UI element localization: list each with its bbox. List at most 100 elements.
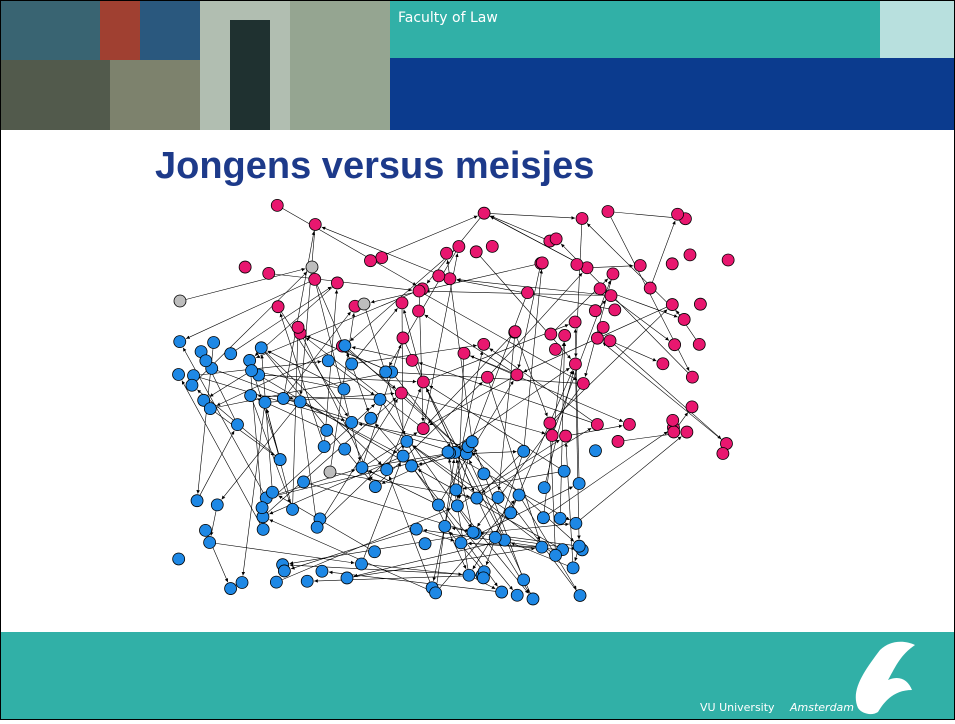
- node: [470, 246, 482, 258]
- university-name: VU University: [700, 701, 775, 714]
- slide: Faculty of Law Jongens versus meisjes VU…: [0, 0, 955, 720]
- node: [560, 430, 572, 442]
- node: [396, 297, 408, 309]
- node: [316, 565, 328, 577]
- node: [294, 396, 306, 408]
- node: [272, 301, 284, 313]
- node: [668, 426, 680, 438]
- node: [455, 537, 467, 549]
- node: [667, 414, 679, 426]
- node: [518, 445, 530, 457]
- node: [672, 208, 684, 220]
- node: [471, 492, 483, 504]
- node: [231, 419, 243, 431]
- node: [173, 553, 185, 565]
- node: [406, 354, 418, 366]
- node: [558, 465, 570, 477]
- node: [693, 338, 705, 350]
- node: [505, 507, 517, 519]
- node: [433, 270, 445, 282]
- node: [666, 258, 678, 270]
- node: [466, 436, 478, 448]
- node: [509, 326, 521, 338]
- node: [442, 446, 454, 458]
- city-name: Amsterdam: [789, 701, 854, 714]
- node: [338, 383, 350, 395]
- node: [395, 387, 407, 399]
- node: [292, 321, 304, 333]
- node: [381, 464, 393, 476]
- node: [309, 273, 321, 285]
- node: [605, 290, 617, 302]
- node: [511, 589, 523, 601]
- node: [410, 523, 422, 535]
- node: [467, 526, 479, 538]
- node: [441, 247, 453, 259]
- node: [324, 466, 336, 478]
- edge: [484, 213, 581, 264]
- edge: [293, 334, 298, 509]
- node: [567, 562, 579, 574]
- node: [481, 371, 493, 383]
- node: [413, 305, 425, 317]
- node: [401, 435, 413, 447]
- node: [208, 336, 220, 348]
- edge: [259, 375, 406, 462]
- node: [331, 277, 343, 289]
- network-diagram: [173, 199, 735, 605]
- node: [597, 321, 609, 333]
- node: [364, 255, 376, 267]
- node: [577, 378, 589, 390]
- node: [271, 199, 283, 211]
- edge: [180, 269, 305, 301]
- node: [458, 347, 470, 359]
- node: [522, 287, 534, 299]
- node: [318, 441, 330, 453]
- node: [489, 532, 501, 544]
- node: [550, 233, 562, 245]
- edge: [424, 315, 517, 375]
- node: [369, 481, 381, 493]
- node: [549, 343, 561, 355]
- edge: [449, 459, 469, 575]
- edge: [486, 451, 523, 565]
- edge: [322, 441, 407, 522]
- node: [478, 338, 490, 350]
- node: [439, 520, 451, 532]
- node: [686, 371, 698, 383]
- node: [263, 267, 275, 279]
- node: [644, 282, 656, 294]
- node: [573, 478, 585, 490]
- node: [199, 524, 211, 536]
- edge: [429, 375, 517, 425]
- node: [406, 460, 418, 472]
- node: [417, 423, 429, 435]
- edge: [650, 221, 675, 288]
- node: [369, 546, 381, 558]
- node: [239, 261, 251, 273]
- node: [270, 576, 282, 588]
- node: [417, 376, 429, 388]
- node: [211, 499, 223, 511]
- node: [594, 283, 606, 295]
- node: [536, 257, 548, 269]
- node: [684, 249, 696, 261]
- node: [569, 358, 581, 370]
- edge: [317, 399, 398, 527]
- node: [339, 443, 351, 455]
- node: [430, 587, 442, 599]
- node: [246, 365, 258, 377]
- node: [257, 523, 269, 535]
- node: [591, 332, 603, 344]
- node: [450, 484, 462, 496]
- node: [277, 392, 289, 404]
- node: [278, 565, 290, 577]
- node: [634, 260, 646, 272]
- node: [571, 259, 583, 271]
- node: [355, 558, 367, 570]
- node: [463, 569, 475, 581]
- node: [669, 339, 681, 351]
- edge: [518, 263, 540, 368]
- node: [518, 574, 530, 586]
- edge: [371, 263, 541, 302]
